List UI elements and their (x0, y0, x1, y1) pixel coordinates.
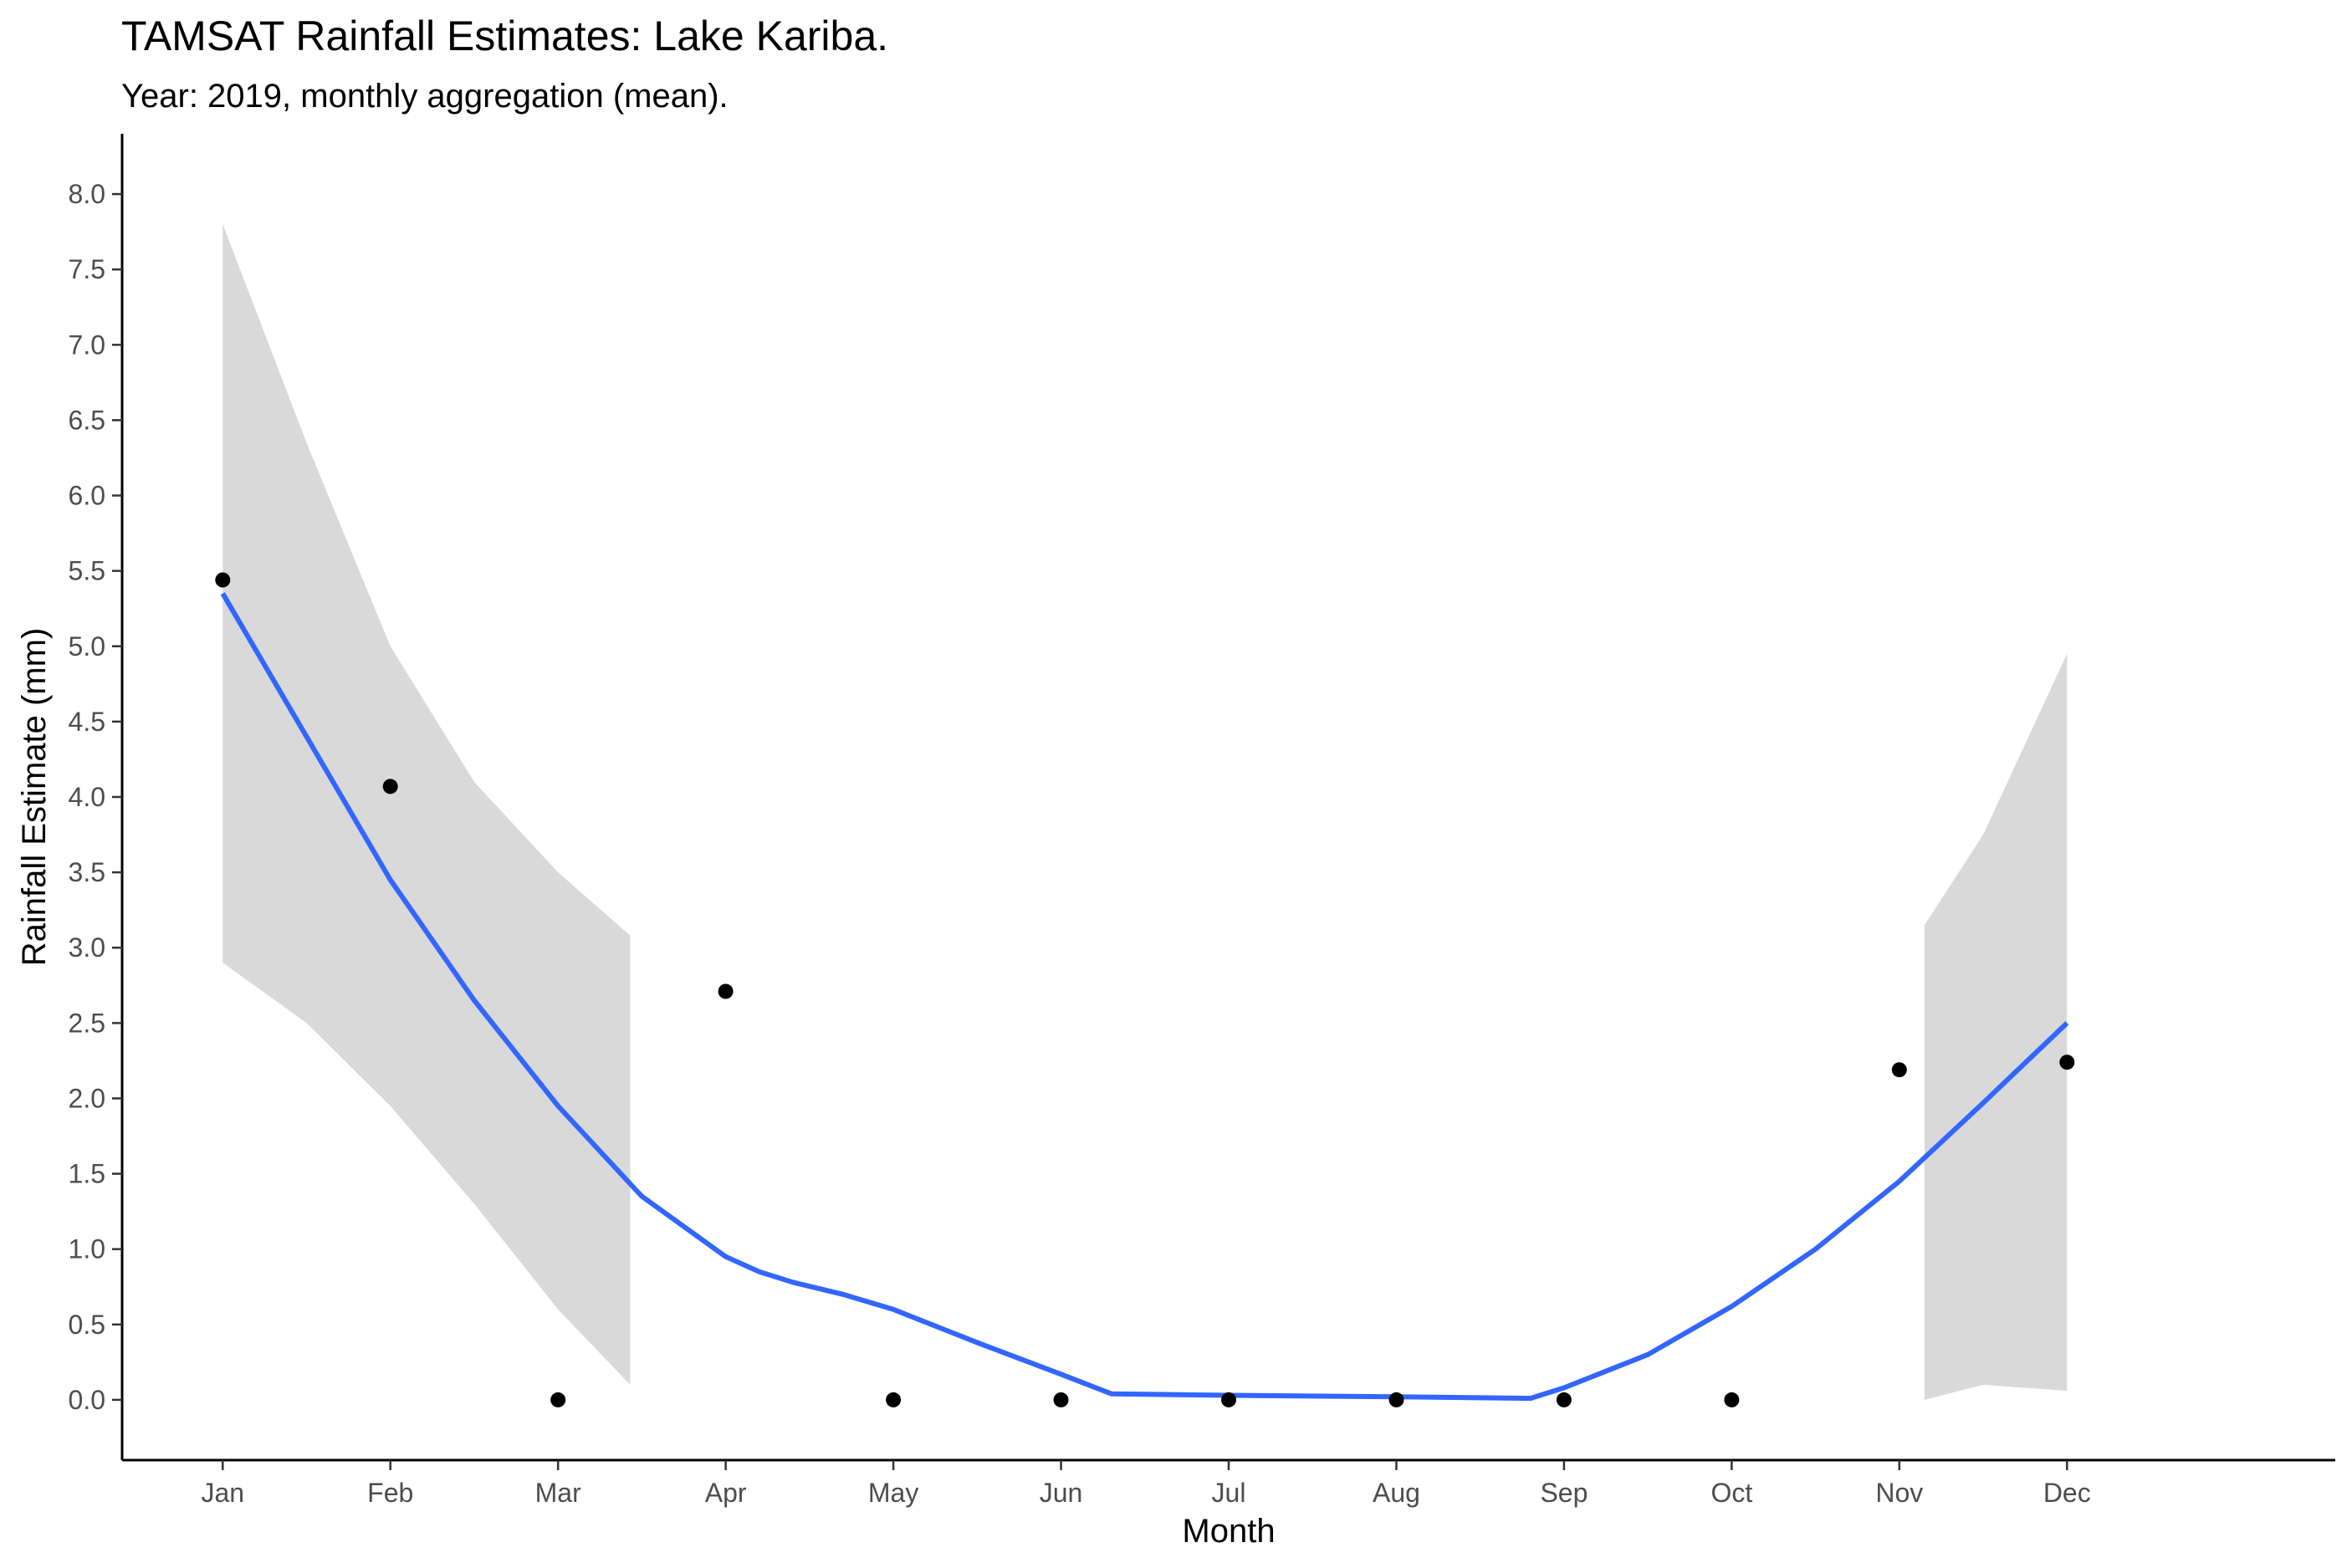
x-axis-title: Month (1182, 1513, 1275, 1550)
y-tick-label: 3.0 (69, 932, 105, 963)
x-tick-label: Jun (1040, 1478, 1083, 1508)
y-tick-label: 8.0 (69, 179, 105, 209)
x-tick-label: Sep (1540, 1478, 1588, 1508)
data-point-nov (1891, 1062, 1907, 1078)
data-point-dec (2059, 1055, 2075, 1070)
y-tick-label: 7.0 (69, 329, 105, 360)
data-points (215, 572, 2075, 1407)
y-tick-label: 2.0 (69, 1083, 105, 1113)
data-point-feb (382, 779, 398, 794)
confidence-band-2 (1924, 653, 2068, 1400)
x-tick-label: Feb (367, 1478, 413, 1508)
x-tick-label: Dec (2043, 1478, 2091, 1508)
y-tick-label: 0.5 (69, 1310, 105, 1340)
confidence-bands (222, 224, 2068, 1400)
y-tick-label: 4.0 (69, 782, 105, 812)
data-point-jul (1221, 1392, 1236, 1407)
data-point-jan (215, 572, 231, 588)
x-axis-ticks: Jan Feb Mar Apr May Jun Jul Aug Sep Oct Nov Dec (201, 1460, 2091, 1508)
y-tick-label: 2.5 (69, 1008, 105, 1038)
y-tick-label: 5.0 (69, 631, 105, 661)
data-point-sep (1556, 1392, 1572, 1407)
chart-subtitle: Year: 2019, monthly aggregation (mean). (121, 78, 729, 115)
y-tick-label: 6.0 (69, 481, 105, 511)
x-tick-label: Nov (1875, 1478, 1923, 1508)
data-point-oct (1724, 1392, 1740, 1407)
y-tick-label: 1.0 (69, 1234, 105, 1264)
x-tick-label: Apr (705, 1478, 747, 1508)
data-point-jun (1053, 1392, 1069, 1407)
chart-title: TAMSAT Rainfall Estimates: Lake Kariba. (121, 13, 888, 59)
y-tick-label: 5.5 (69, 556, 105, 586)
x-tick-label: Jan (201, 1478, 244, 1508)
y-axis-ticks: 0.0 0.5 1.0 1.5 2.0 2.5 3.0 3.5 4.0 4.5 5.0 5.5 6.0 6… (69, 179, 122, 1415)
x-tick-label: Oct (1710, 1478, 1752, 1508)
y-tick-label: 0.0 (69, 1385, 105, 1415)
smooth-trend-line (220, 592, 2069, 1402)
data-point-aug (1388, 1392, 1404, 1407)
confidence-band-1 (222, 224, 631, 1385)
y-tick-label: 3.5 (69, 857, 105, 887)
data-point-may (886, 1392, 902, 1407)
x-tick-label: Aug (1373, 1478, 1420, 1508)
x-tick-label: Mar (535, 1478, 581, 1508)
y-tick-label: 7.5 (69, 254, 105, 284)
y-tick-label: 6.5 (69, 405, 105, 435)
x-tick-label: May (868, 1478, 918, 1508)
data-point-apr (718, 983, 734, 999)
y-tick-label: 4.5 (69, 707, 105, 737)
data-point-mar (550, 1392, 566, 1407)
y-axis-title: Rainfall Estimate (mm) (16, 628, 53, 967)
x-tick-label: Jul (1212, 1478, 1246, 1508)
y-tick-label: 1.5 (69, 1159, 105, 1189)
